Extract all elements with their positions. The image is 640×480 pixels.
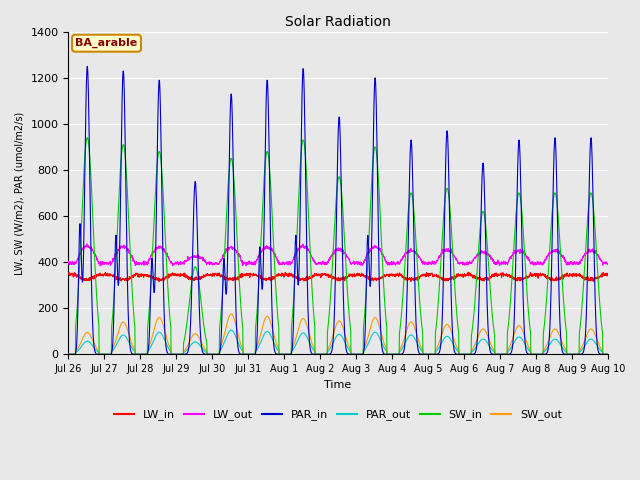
Title: Solar Radiation: Solar Radiation — [285, 15, 391, 29]
Legend: LW_in, LW_out, PAR_in, PAR_out, SW_in, SW_out: LW_in, LW_out, PAR_in, PAR_out, SW_in, S… — [109, 405, 567, 425]
Y-axis label: LW, SW (W/m2), PAR (umol/m2/s): LW, SW (W/m2), PAR (umol/m2/s) — [15, 111, 25, 275]
Text: BA_arable: BA_arable — [76, 38, 138, 48]
X-axis label: Time: Time — [324, 380, 352, 390]
